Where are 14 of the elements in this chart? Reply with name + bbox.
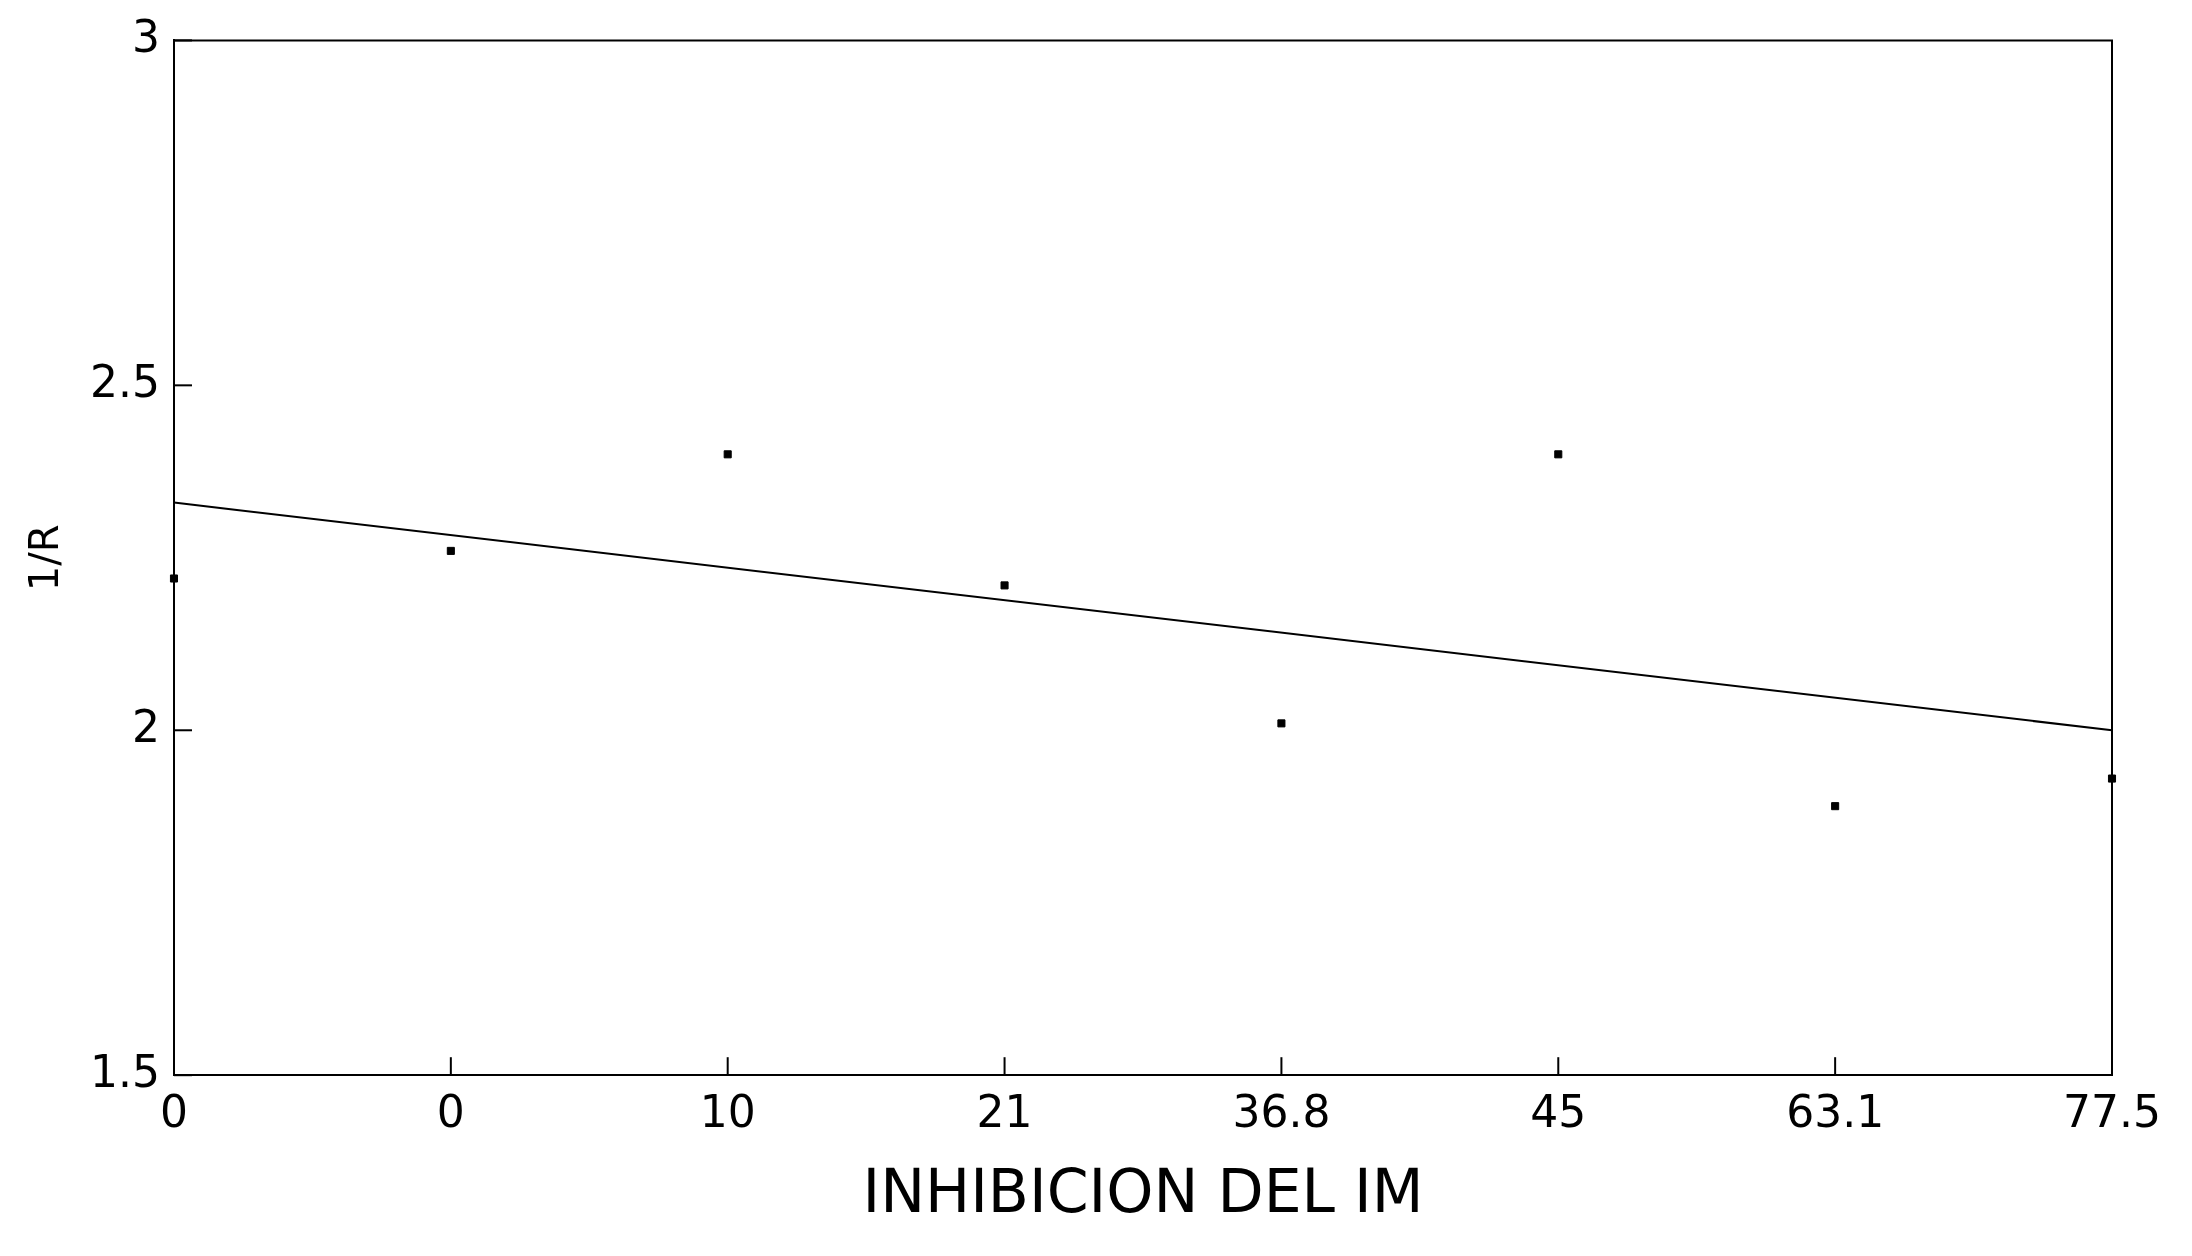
y-axis-title: 1/R: [21, 524, 68, 592]
x-tick-label: 63.1: [1786, 1086, 1885, 1138]
x-tick-label: 36.8: [1232, 1086, 1331, 1138]
y-tick-label: 2: [131, 700, 160, 752]
x-tick-label: 0: [159, 1086, 188, 1138]
x-axis-title: INHIBICION DEL IM: [862, 1155, 1424, 1226]
x-tick-label: 0: [436, 1086, 465, 1138]
y-tick-label: 1.5: [89, 1045, 160, 1097]
x-tick-label: 45: [1530, 1086, 1587, 1138]
y-tick-label: 2.5: [89, 355, 160, 407]
x-tick-label: 10: [699, 1086, 756, 1138]
x-tick-label: 77.5: [2063, 1086, 2161, 1138]
x-tick-label: 21: [976, 1086, 1033, 1138]
y-tick-label: 3: [131, 10, 160, 62]
